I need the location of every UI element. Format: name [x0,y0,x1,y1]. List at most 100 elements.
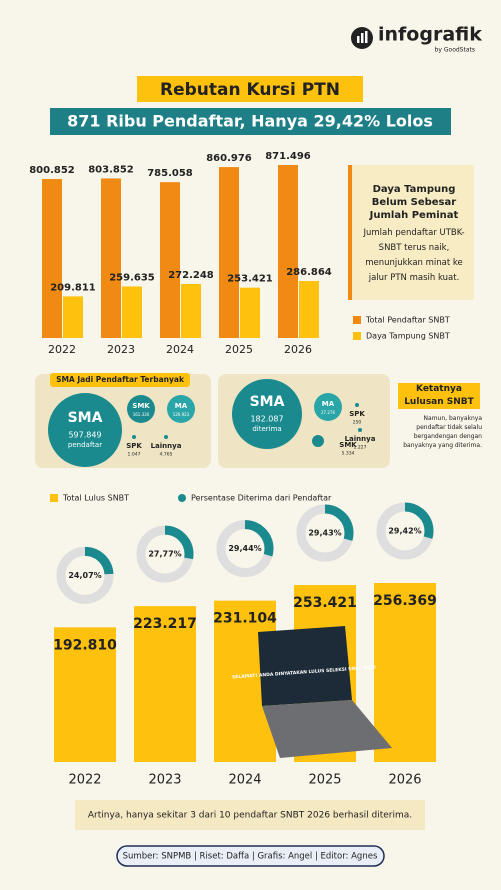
note-accent [348,165,352,300]
bubble-value: 27.276 [321,410,335,415]
legend-swatch [50,494,58,502]
x-tick-label: 2026 [388,773,421,788]
donut-arc [136,525,194,583]
title-banner [137,76,363,102]
bar [122,286,142,338]
bubble-unit: diterima [252,425,281,433]
donut-arc [56,546,114,604]
bubble-title: Ketatnya Lulusan SNBT [398,383,480,409]
bubble-label: SPK [126,442,142,450]
bubble [132,435,136,439]
bar [63,296,83,338]
bar [299,281,319,338]
bar [101,178,121,338]
value-label: 803.852 [88,164,134,175]
bar [374,583,436,762]
brand-by: by GoodStats [435,47,475,54]
value-label: 253.421 [293,595,357,611]
bubble-label: MA [322,400,335,408]
bubble-label: SMK [339,441,357,449]
bubble [127,395,155,423]
bubble-label: SMA [250,394,285,410]
bar [278,165,298,338]
bubble-value: 126.923 [173,412,190,417]
value-label: 253.421 [227,274,273,285]
bubble-value: 4.765 [160,452,173,458]
value-label: 231.104 [213,611,277,627]
bubble-value: 597.849 [68,431,101,440]
donut-arc [216,520,274,578]
laptop-screen [258,626,352,706]
value-label: 800.852 [29,165,75,176]
bubble [164,435,168,439]
laptop-keyboard [262,700,392,758]
logo-icon-bar [365,31,368,43]
bubble [358,428,362,432]
value-label: 286.864 [286,267,332,278]
bubble-unit: pendaftar [68,441,102,449]
bar [160,182,180,338]
bubble-value: 1.047 [128,452,141,458]
note-text: Jumlah pendaftar UTBK-SNBT terus naik, m… [363,228,465,283]
source-pill [116,845,385,867]
legend-label: Persentase Diterima dari Pendaftar [191,494,332,503]
bubble [314,393,342,421]
note-title: Daya Tampung Belum Sebesar Jumlah Pemina… [369,184,459,221]
logo-icon-bar [357,36,360,43]
bubble-text: Namun, banyaknya pendaftar tidak selalu … [403,415,482,449]
legend-label: Total Lulus SNBT [62,494,129,503]
bar [219,167,239,338]
bubble-value: 182.087 [250,415,283,424]
donut-label: 29,43% [308,529,341,538]
x-tick-label: 2023 [107,343,135,356]
bar [134,606,196,762]
x-tick-label: 2025 [225,343,253,356]
x-tick-label: 2024 [166,343,194,356]
x-tick-label: 2024 [228,773,261,788]
donut-arc [376,502,434,560]
bubble-title-pill [50,373,190,387]
conclusion: Artinya, hanya sekitar 3 dari 10 pendaft… [88,811,412,821]
bubble-title: SMA Jadi Pendaftar Terbanyak [56,375,185,384]
value-label: 209.811 [50,282,96,293]
x-tick-label: 2022 [48,343,76,356]
bubble-value: 250 [353,420,362,426]
donut-label: 29,44% [228,544,261,553]
legend-label: Daya Tampung SNBT [366,332,450,341]
bubble-label: Lainnya [345,435,376,443]
note-box [348,165,474,300]
donut-arc [296,504,354,562]
value-label: 785.058 [147,168,193,179]
x-tick-label: 2022 [68,773,101,788]
value-label: 256.369 [373,593,437,609]
donut-label: 27,77% [148,550,181,559]
value-label: 860.976 [206,153,252,164]
bubble [232,379,302,449]
bubble-value: 1.227 [354,445,367,451]
value-label: 223.217 [133,616,197,632]
donut-label: 29,42% [388,527,421,536]
bubble-label: SMK [132,402,150,410]
legend-label: Total Pendaftar SNBT [365,316,450,325]
bubble-label: SPK [349,410,365,418]
value-label: 272.248 [168,270,214,281]
bubble-label: MA [175,402,188,410]
subtitle: 871 Ribu Pendaftar, Hanya 29,42% Lolos [67,112,433,131]
bubble [355,403,359,407]
x-tick-label: 2025 [308,773,341,788]
legend-swatch [353,332,361,340]
bar [42,179,62,338]
logo-icon-bar [361,33,364,43]
x-tick-label: 2026 [284,343,312,356]
bar [240,287,260,338]
bubble-label: SMA [68,410,103,426]
bubble-label: Lainnya [151,442,182,450]
donut-label: 24,07% [68,571,101,580]
bar [54,627,116,762]
value-label: 192.810 [53,637,117,653]
value-label: 259.635 [109,272,155,283]
bar [181,283,201,338]
bubble [312,435,324,447]
